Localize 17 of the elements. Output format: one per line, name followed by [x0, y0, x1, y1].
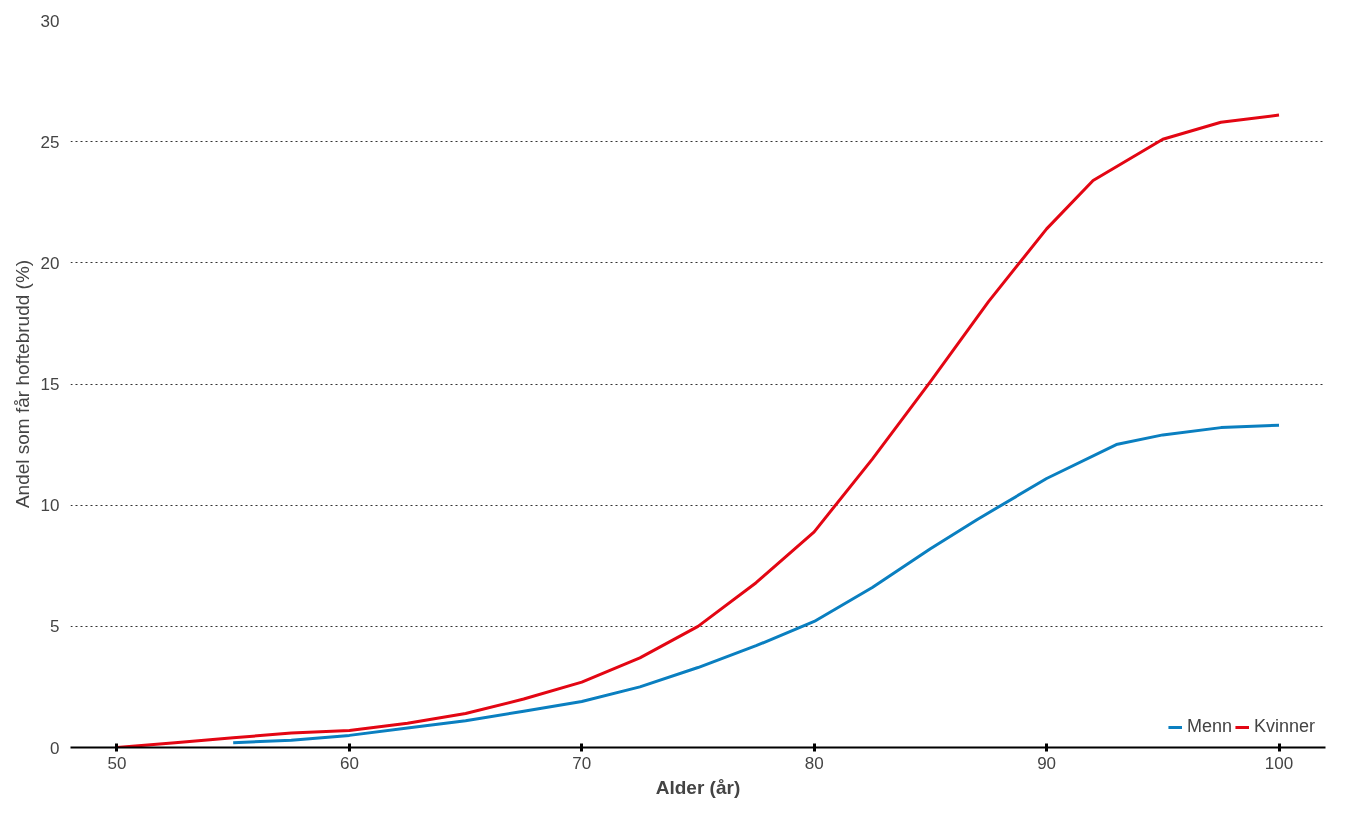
- x-tick-label: 80: [804, 753, 824, 773]
- x-axis-title: Alder (år): [655, 776, 741, 798]
- x-tick-label: 50: [107, 753, 127, 773]
- y-axis-title: Andel som får hoftebrudd (%): [11, 259, 33, 509]
- y-tick-label: 20: [40, 253, 60, 273]
- y-tick-label: 0: [50, 738, 60, 758]
- x-tick-label: 90: [1037, 753, 1057, 773]
- y-tick-label: 5: [50, 617, 60, 637]
- x-tick-label: 70: [572, 753, 592, 773]
- legend-label: Kvinner: [1253, 716, 1315, 737]
- y-tick-label: 15: [40, 375, 60, 394]
- x-tick-label: 60: [339, 753, 359, 773]
- y-tick-label: 30: [40, 11, 60, 31]
- legend-label: Menn: [1186, 716, 1232, 737]
- y-tick-label: 25: [40, 132, 60, 152]
- y-tick-label: 10: [40, 496, 60, 516]
- x-tick-label: 100: [1264, 753, 1294, 773]
